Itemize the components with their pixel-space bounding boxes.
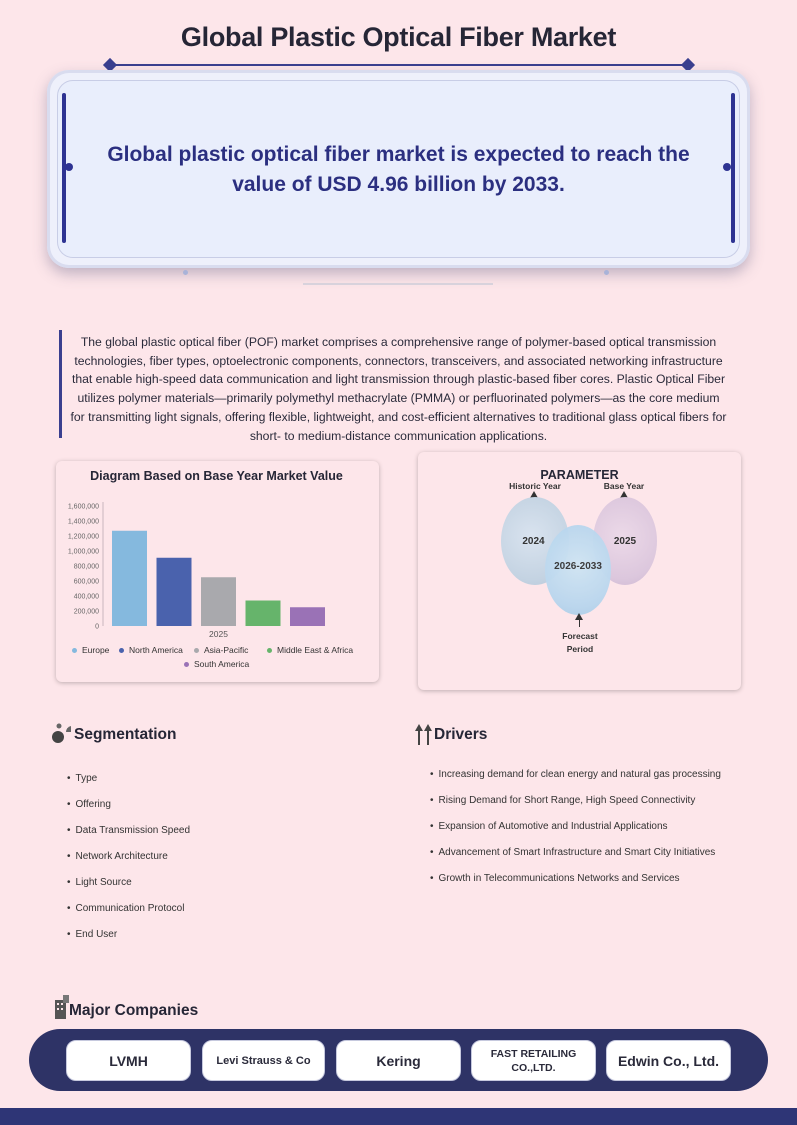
- y-tick-label: 1,000,000: [68, 549, 99, 556]
- headline-right-dot: [723, 163, 731, 171]
- y-tick-label: 1,600,000: [68, 504, 99, 511]
- legend-item-south-america: South America: [184, 659, 249, 669]
- forecast-label-line: Forecast: [562, 631, 598, 641]
- legend-item-europe: Europe: [72, 645, 109, 655]
- base-arrow-icon: [620, 491, 628, 498]
- title-divider: [110, 64, 688, 66]
- driver-item: Increasing demand for clean energy and n…: [430, 766, 730, 784]
- segmentation-item: End User: [67, 922, 377, 948]
- company-card: Edwin Co., Ltd.: [606, 1040, 731, 1081]
- legend-swatch: [194, 647, 199, 653]
- chart-card: [56, 461, 379, 682]
- legend-item-middle-east-africa: Middle East & Africa: [267, 645, 353, 655]
- parameter-title: PARAMETER: [540, 468, 619, 482]
- legend-swatch: [72, 647, 77, 653]
- drivers-list: Increasing demand for clean energy and n…: [430, 766, 730, 888]
- forecast-arrow-line: [579, 618, 580, 627]
- y-tick-label: 600,000: [74, 579, 99, 586]
- drivers-title: Drivers: [434, 726, 488, 743]
- bar-north-america: [156, 557, 192, 626]
- bar-europe: [112, 530, 147, 626]
- major-companies-title: Major Companies: [69, 1002, 199, 1019]
- building-icon: [55, 995, 69, 1019]
- bar-chart: 0 200,000 400,000 600,000 800,000 1,000,000 1,…: [68, 502, 325, 639]
- forecast-period-label: Forecast Period: [545, 630, 615, 656]
- segmentation-item: Light Source: [67, 870, 377, 896]
- legend-item-north-america: North America: [119, 645, 183, 655]
- legend-swatch: [119, 647, 124, 653]
- driver-item: Advancement of Smart Infrastructure and …: [430, 844, 730, 862]
- headline-pin-right: [604, 270, 609, 275]
- headline-pin-left: [183, 270, 188, 275]
- segmentation-item: Communication Protocol: [67, 896, 377, 922]
- legend-label: South America: [194, 659, 250, 669]
- segmentation-item: Offering: [67, 792, 377, 818]
- y-tick-label: 200,000: [74, 609, 99, 616]
- page-title: Global Plastic Optical Fiber Market: [180, 22, 617, 52]
- driver-item: Rising Demand for Short Range, High Spee…: [430, 792, 730, 810]
- base-year-label: Base Year: [603, 481, 645, 491]
- segmentation-title: Segmentation: [74, 726, 177, 743]
- legend-label: Asia-Pacific: [204, 645, 249, 655]
- chart-title: Diagram Based on Base Year Market Value: [90, 469, 343, 483]
- drivers-arrows-icon: [415, 724, 432, 745]
- company-card: Levi Strauss & Co: [202, 1040, 325, 1081]
- headline-text: Global plastic optical fiber market is e…: [107, 143, 690, 196]
- segmentation-pie-icon: [52, 723, 71, 743]
- legend-swatch: [184, 661, 189, 667]
- y-tick-label: 400,000: [74, 594, 99, 601]
- bar-asia-pacific: [201, 577, 236, 626]
- headline-panel-inner: [57, 80, 740, 258]
- headline-right-bar: [731, 93, 735, 243]
- headline-left-bar: [62, 93, 66, 243]
- company-card: FAST RETAILING CO.,LTD.: [471, 1040, 596, 1081]
- y-tick-label: 0: [95, 624, 99, 631]
- company-card: LVMH: [66, 1040, 191, 1081]
- forecast-label-line: Period: [566, 644, 594, 654]
- company-card: Kering: [336, 1040, 461, 1081]
- headline-shadow-line: [303, 283, 493, 285]
- bar-south-america: [290, 607, 325, 626]
- forecast-period-bubble: 2026-2033: [545, 525, 611, 615]
- segmentation-list: Type Offering Data Transmission Speed Ne…: [67, 766, 377, 948]
- intro-paragraph: The global plastic optical fiber (POF) m…: [70, 335, 727, 443]
- x-category-label: 2025: [209, 629, 228, 639]
- historic-year-label: Historic Year: [509, 481, 561, 491]
- intro-accent-bar: [59, 330, 62, 438]
- forecast-arrow-icon: [575, 613, 583, 620]
- base-year-value: 2025: [613, 535, 637, 547]
- footer-bar: [0, 1108, 797, 1125]
- y-tick-label: 800,000: [74, 564, 99, 571]
- legend-label: Middle East & Africa: [277, 645, 354, 655]
- historic-year-value: 2024: [522, 535, 545, 547]
- driver-item: Expansion of Automotive and Industrial A…: [430, 818, 730, 836]
- y-tick-label: 1,400,000: [68, 519, 99, 526]
- segmentation-item: Type: [67, 766, 377, 792]
- legend-label: Europe: [82, 645, 110, 655]
- headline-left-dot: [65, 163, 73, 171]
- legend-item-asia-pacific: Asia-Pacific: [194, 645, 248, 655]
- legend-label: North America: [129, 645, 183, 655]
- bar-middle-east-africa: [245, 600, 281, 626]
- forecast-period-value: 2026-2033: [554, 560, 602, 572]
- historic-arrow-icon: [530, 491, 538, 498]
- segmentation-item: Data Transmission Speed: [67, 818, 377, 844]
- driver-item: Growth in Telecommunications Networks an…: [430, 870, 730, 888]
- segmentation-item: Network Architecture: [67, 844, 377, 870]
- legend-swatch: [267, 647, 272, 653]
- y-tick-label: 1,200,000: [68, 534, 99, 541]
